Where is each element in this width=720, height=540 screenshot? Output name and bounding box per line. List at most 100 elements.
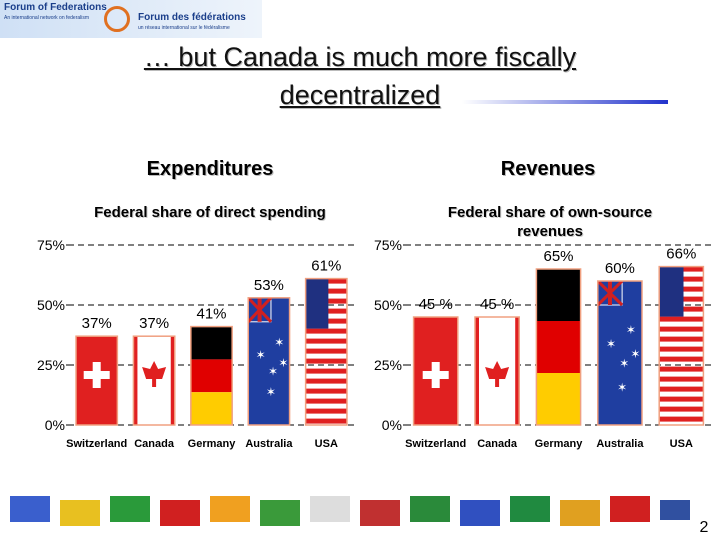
value-label: 66% [666,246,696,263]
bar-flag [659,266,704,422]
strip-flag [410,496,450,522]
x-tick-label: Germany [188,438,237,450]
chart-title: Expenditures [146,158,274,180]
flag-decoration [659,406,704,412]
strip-flag [260,500,300,526]
bar-flag [413,317,458,425]
title-rule [462,100,668,104]
flag-decoration [659,326,704,332]
strip-flag [660,500,690,520]
bar-flag [76,336,118,425]
strip-flag [160,500,200,526]
flag-decoration [305,348,347,354]
bar [75,335,119,426]
logo-icon [104,6,130,32]
bar-flag: ✶✶✶✶✶ [248,297,290,425]
flag-decoration [305,278,329,329]
bar-flag [474,317,520,425]
bar-flag [536,269,581,425]
bar [190,325,233,426]
bar [474,316,520,426]
bar [658,265,705,426]
strip-flag [610,496,650,522]
flag-decoration [83,371,110,379]
strip-flag [210,496,250,522]
value-label: 37% [82,315,112,332]
y-tick-label: 25% [374,357,402,373]
bar [535,268,582,426]
flag-decoration [305,368,347,374]
value-label: 45 % [480,296,514,313]
y-tick-label: 0% [382,417,402,433]
flag-decoration [474,317,479,425]
chart-subtitle: Federal share of own-source revenues [447,204,653,240]
flag-decoration [422,371,449,379]
strip-flag [60,500,100,526]
flag-decoration: ✶ [626,323,636,337]
strip-flag [460,500,500,526]
flag-decoration [305,328,347,334]
flag-decoration [659,396,704,402]
strip-flag [10,496,50,522]
x-tick-label: Canada [134,438,175,450]
chart-subtitle: Federal share of direct spending [94,204,326,221]
flag-decoration [170,336,175,425]
flag-decoration [305,418,347,424]
bar [597,280,643,426]
flag-decoration [659,336,704,342]
bar-flag: ✶✶✶✶✶ [597,281,643,425]
flag-decoration: ✶ [606,337,616,351]
flag-decoration [305,358,347,364]
value-label: 60% [605,260,635,277]
flag-decoration [659,266,684,317]
flag-decoration [659,366,704,372]
flag-decoration [190,359,233,393]
value-label: 37% [139,315,169,332]
flag-decoration [536,269,581,321]
flag-decoration [305,388,347,394]
bar-flag [133,336,175,425]
flag-decoration [305,408,347,414]
x-tick-label: Canada [477,438,518,450]
y-tick-label: 75% [374,237,402,253]
y-tick-label: 25% [37,357,65,373]
logo-fr-sub: un réseau international sur le fédéralis… [138,25,230,31]
flag-decoration [659,416,704,422]
flag-decoration: ✶ [278,356,288,370]
flag-decoration [659,376,704,382]
flag-strip [10,496,690,526]
bar [304,277,348,426]
flag-decoration [659,346,704,352]
flag-decoration [190,326,233,360]
strip-flag [510,496,550,522]
flag-decoration: ✶ [274,336,284,350]
logo-en: Forum of Federations [4,2,107,13]
value-label: 65% [543,248,573,265]
x-tick-label: USA [315,438,338,450]
flag-decoration [659,386,704,392]
x-tick-label: Switzerland [405,438,466,450]
value-label: 61% [311,258,341,275]
logo-fr: Forum des fédérations [138,12,246,23]
bar-flag [190,326,233,425]
flag-decoration [536,321,581,373]
flag-decoration [305,398,347,404]
flag-decoration: ✶ [617,380,627,394]
y-tick-label: 75% [37,237,65,253]
y-tick-label: 0% [45,417,65,433]
flag-decoration [305,338,347,344]
flag-decoration [485,361,510,387]
flag-decoration: ✶ [630,347,640,361]
x-tick-label: Australia [596,438,644,450]
value-label: 41% [196,306,226,323]
strip-flag [110,496,150,522]
flag-decoration [133,336,138,425]
bar [412,316,459,426]
strip-flag [310,496,350,522]
chart-title: Revenues [500,158,596,180]
bar-flag [305,278,347,424]
x-tick-label: Switzerland [66,438,127,450]
flag-decoration [536,373,581,425]
